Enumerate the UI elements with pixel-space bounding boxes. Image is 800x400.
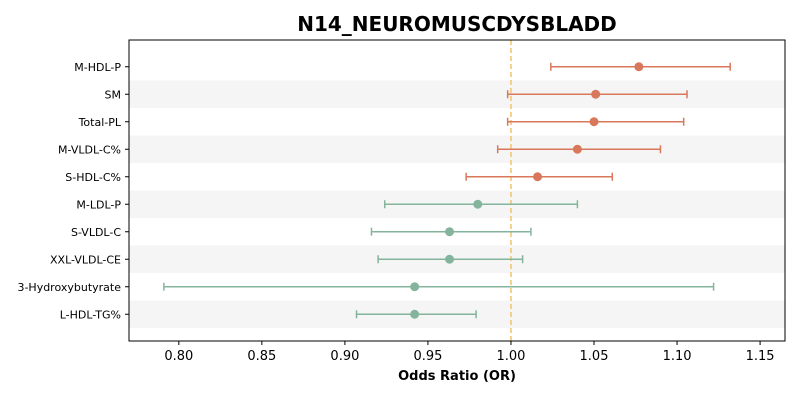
y-axis-ticks: M-HDL-P SM Total-PL M-VLDL-C% S-HDL-C% M-LDL-… — [17, 61, 129, 321]
x-axis-label: Odds Ratio (OR) — [398, 369, 516, 384]
x-tick-label: 1.00 — [496, 349, 525, 364]
y-tick-label: M-LDL-P — [76, 198, 121, 211]
x-axis-ticks: 0.80 0.85 0.90 0.95 1.00 1.05 1.10 1.15 — [164, 341, 775, 364]
or-point — [445, 227, 455, 237]
row-m-ldl-p — [384, 199, 579, 209]
y-tick-label: Total-PL — [78, 116, 122, 129]
y-tick-label: 3-Hydroxybutyrate — [17, 281, 121, 294]
row-total-pl — [506, 117, 685, 127]
row-m-vldl-c- — [496, 144, 662, 154]
row-s-vldl-c — [370, 227, 532, 237]
row-xxl-vldl-ce — [377, 254, 524, 264]
y-tick-label: M-HDL-P — [74, 61, 121, 74]
or-point — [634, 62, 644, 72]
x-tick-label: 0.85 — [247, 349, 276, 364]
x-tick-label: 1.05 — [580, 349, 609, 364]
row-3-hydroxybutyrate — [163, 282, 715, 292]
x-tick-label: 0.80 — [164, 349, 193, 364]
or-point — [473, 199, 483, 209]
chart-title: N14_NEUROMUSCDYSBLADD — [297, 12, 617, 36]
or-point — [591, 89, 601, 99]
or-point — [589, 117, 599, 127]
or-point — [572, 144, 582, 154]
y-tick-label: S-HDL-C% — [65, 171, 121, 184]
y-tick-label: M-VLDL-C% — [58, 143, 121, 156]
or-point — [445, 254, 455, 264]
data-rows — [163, 62, 731, 319]
or-point — [410, 309, 420, 319]
y-tick-label: SM — [105, 88, 121, 101]
x-tick-label: 1.15 — [746, 349, 775, 364]
y-tick-label: S-VLDL-C — [71, 226, 121, 239]
or-point — [410, 282, 420, 292]
row-band — [129, 135, 785, 163]
x-tick-label: 0.90 — [330, 349, 359, 364]
y-tick-label: L-HDL-TG% — [60, 308, 121, 321]
row-s-hdl-c- — [465, 172, 614, 182]
row-m-hdl-p — [550, 62, 731, 72]
y-tick-label: XXL-VLDL-CE — [50, 253, 121, 266]
x-tick-label: 0.95 — [413, 349, 442, 364]
or-point — [533, 172, 543, 182]
row-l-hdl-tg- — [355, 309, 477, 319]
x-tick-label: 1.10 — [663, 349, 692, 364]
plot-frame — [128, 39, 786, 342]
row-sm — [506, 89, 688, 99]
